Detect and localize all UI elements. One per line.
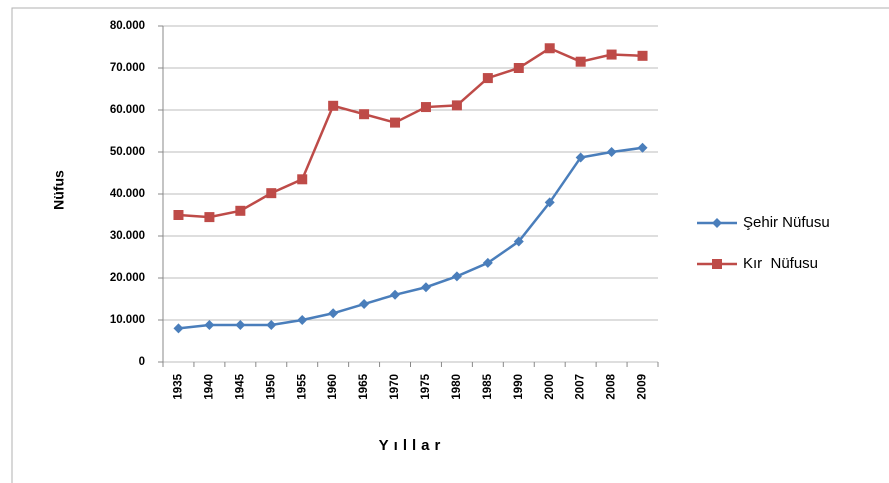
y-tick-label: 10.000 (110, 314, 145, 326)
x-tick-label: 1935 (173, 373, 185, 399)
data-point (328, 100, 339, 111)
chart-frame (11, 7, 889, 483)
series-line (178, 46, 643, 219)
data-point (173, 323, 184, 334)
x-tick-label: 1950 (265, 374, 277, 400)
y-tick-label: 70.000 (110, 62, 145, 74)
x-tick-label: 1940 (203, 374, 215, 400)
data-point (513, 236, 524, 247)
legend-label: Şehir Nüfusu (743, 214, 830, 231)
data-point (513, 63, 524, 73)
data-point (451, 100, 462, 111)
data-point (204, 320, 215, 331)
legend-marker (712, 218, 722, 228)
data-point (266, 320, 277, 331)
x-tick-label: 1965 (358, 373, 370, 399)
data-point (544, 43, 555, 54)
series-line (178, 146, 643, 330)
x-tick-label: 1975 (420, 373, 432, 399)
data-point (482, 73, 493, 84)
x-tick-label: 1960 (327, 374, 339, 400)
y-tick-label: 80.000 (110, 20, 145, 32)
y-tick-label: 60.000 (110, 104, 145, 116)
data-point (359, 299, 370, 310)
data-point (390, 117, 401, 128)
x-tick-label: 1955 (296, 373, 308, 399)
data-point (420, 102, 431, 113)
y-tick-label: 40.000 (110, 188, 145, 200)
y-tick-label: 20.000 (110, 272, 145, 284)
x-tick-label: 1970 (389, 374, 401, 400)
x-tick-label: 1990 (513, 374, 525, 400)
y-tick-label: 50.000 (110, 146, 145, 158)
data-point (575, 152, 586, 163)
data-point (451, 271, 462, 282)
data-point (328, 308, 339, 319)
data-point (173, 210, 184, 220)
x-tick-label: 1945 (234, 373, 246, 399)
data-point (637, 142, 648, 153)
y-tick-label: 30.000 (110, 230, 145, 242)
data-point (235, 205, 246, 216)
x-tick-label: 2008 (606, 373, 618, 399)
legend-marker (712, 259, 722, 269)
legend-label: Kır Nüfusu (743, 255, 818, 272)
data-point (637, 50, 648, 61)
x-tick-label: 2000 (544, 374, 556, 400)
data-point (544, 197, 555, 208)
y-axis-title: Nüfus (51, 170, 67, 210)
data-point (482, 257, 493, 268)
data-point (204, 212, 215, 223)
x-tick-label: 1980 (451, 374, 463, 400)
data-point (390, 289, 401, 300)
data-point (420, 282, 431, 293)
y-tick-label: 0 (139, 356, 145, 368)
data-point (297, 315, 308, 325)
data-point (606, 49, 617, 60)
x-axis-title: Yıllar (379, 437, 446, 454)
x-tick-label: 2009 (637, 374, 649, 400)
x-tick-label: 1985 (482, 373, 494, 399)
data-point (235, 320, 246, 331)
data-point (606, 147, 617, 157)
x-tick-label: 2007 (575, 374, 587, 400)
data-point (266, 188, 277, 199)
data-point (575, 56, 586, 67)
data-point (359, 109, 370, 120)
data-point (297, 174, 308, 185)
